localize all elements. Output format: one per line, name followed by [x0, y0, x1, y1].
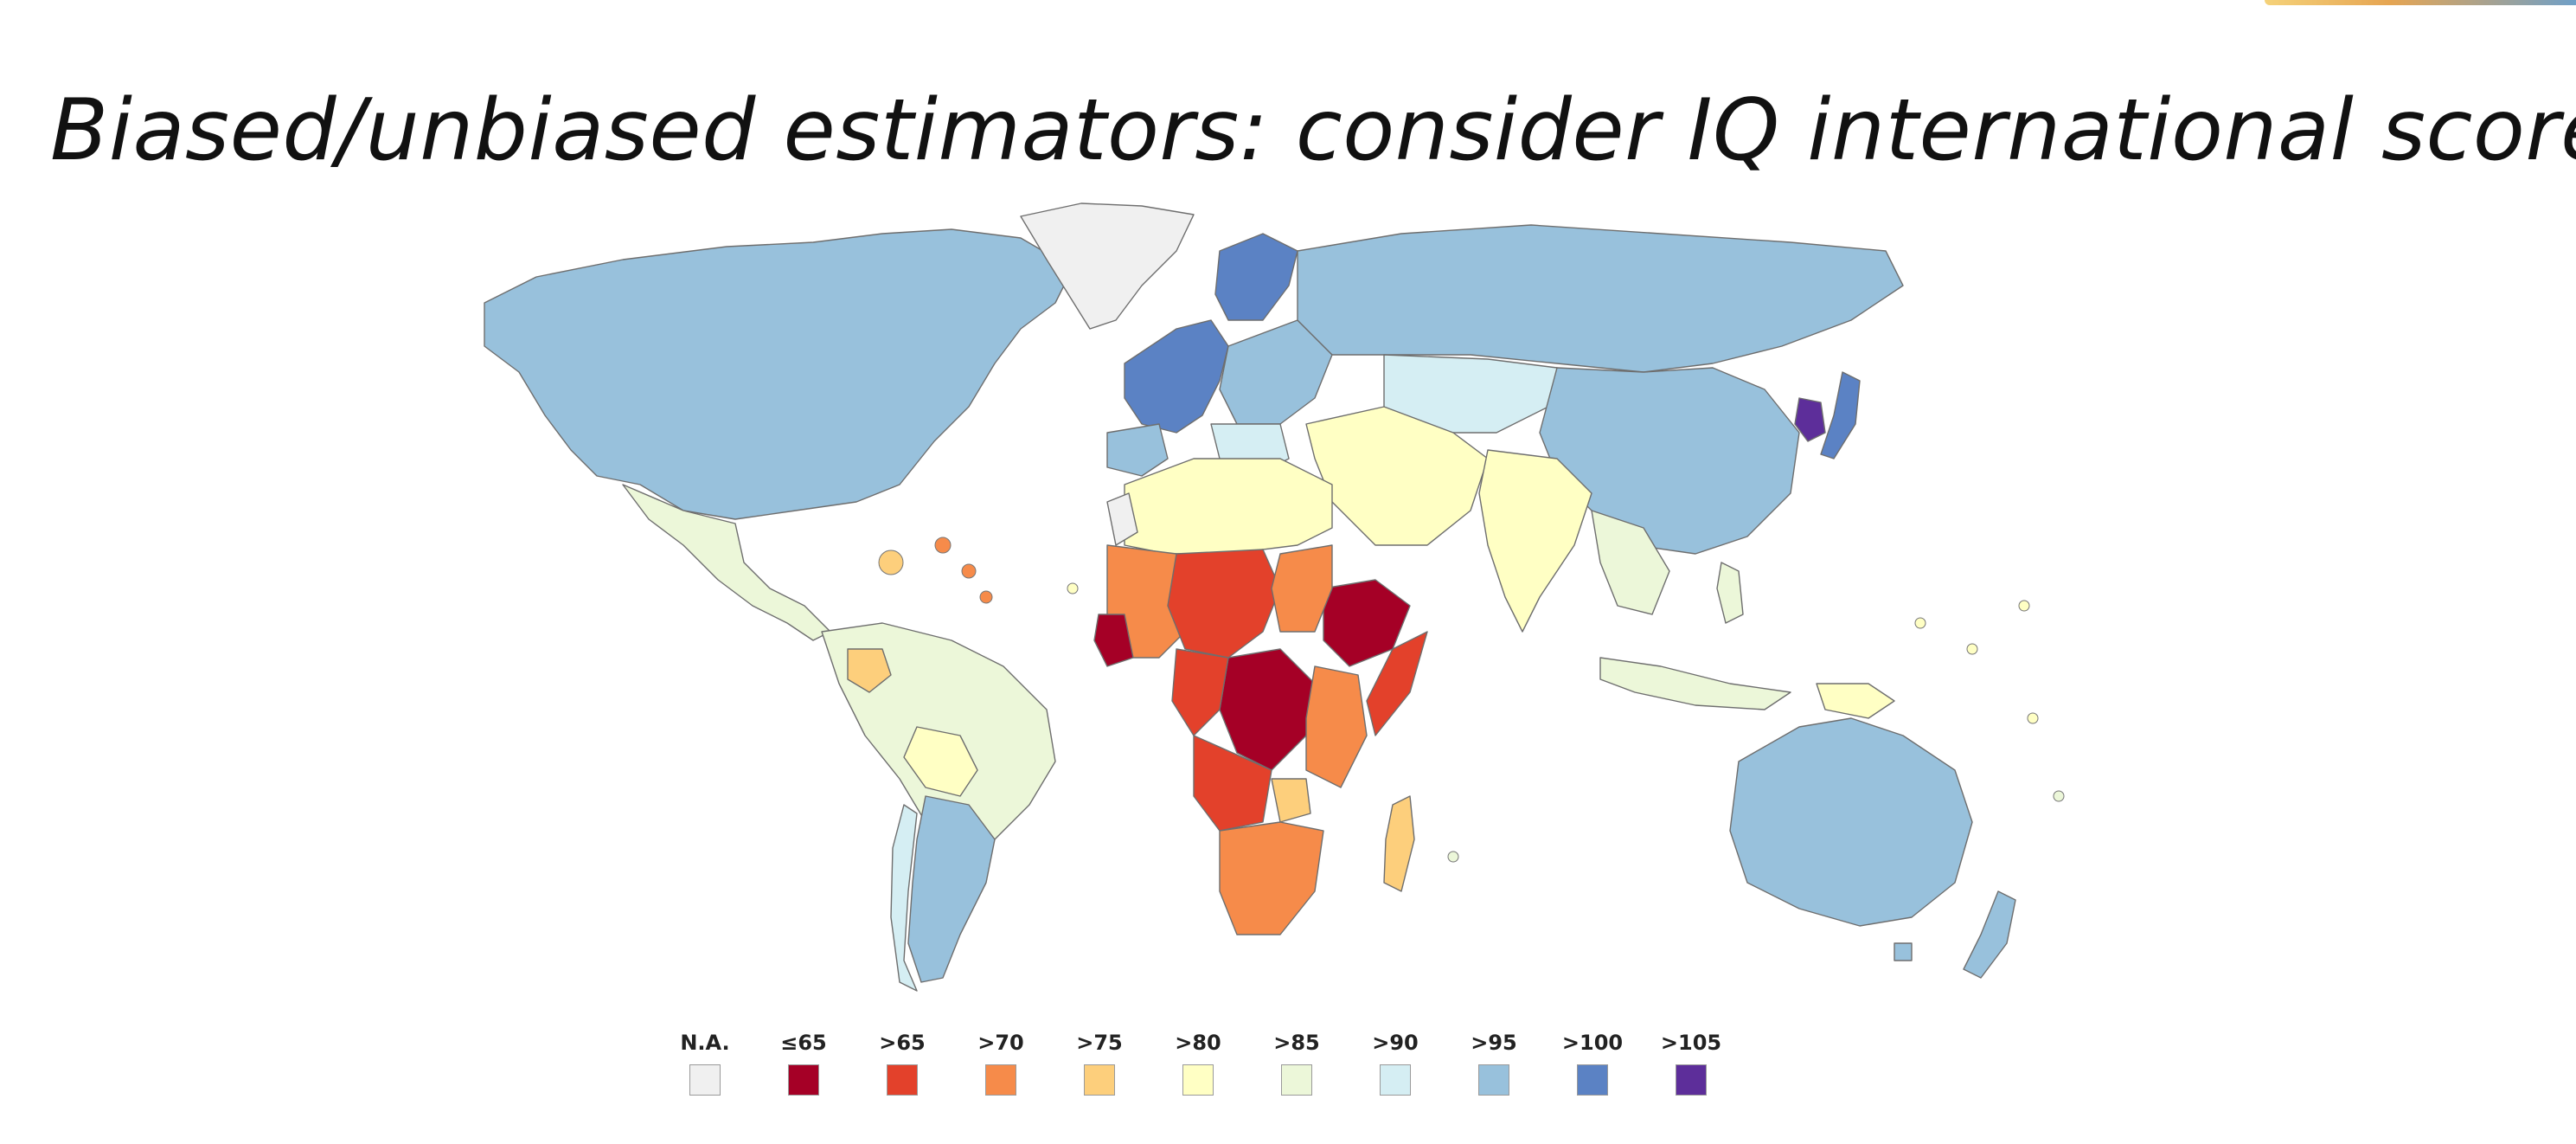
- region-chile: [890, 804, 918, 992]
- region-russia: [1297, 224, 1904, 373]
- region-pacific-island-4: [2027, 712, 2039, 724]
- region-new-zealand: [1963, 890, 2016, 979]
- region-western-europe: [1124, 319, 1229, 434]
- region-drc: [1219, 648, 1316, 771]
- legend-swatch: [1084, 1064, 1115, 1096]
- legend-label: >85: [1273, 1031, 1320, 1055]
- legend-label: ≤65: [780, 1031, 827, 1055]
- region-caribbean-2: [934, 537, 952, 554]
- legend-item-gt100: >100: [1554, 1028, 1631, 1096]
- legend-item-gt90: >90: [1356, 1028, 1434, 1096]
- legend-label: >95: [1471, 1031, 1517, 1055]
- legend-label: N.A.: [680, 1031, 730, 1055]
- corner-accent-bar: [2265, 0, 2576, 5]
- legend-swatch: [1281, 1064, 1312, 1096]
- legend-label: >70: [977, 1031, 1024, 1055]
- region-scandinavia: [1214, 233, 1298, 321]
- region-pacific-island-2: [1966, 643, 1978, 655]
- legend-item-gt95: >95: [1455, 1028, 1533, 1096]
- legend-label: >75: [1076, 1031, 1123, 1055]
- legend-swatch: [1577, 1064, 1608, 1096]
- slide-title: Biased/unbiased estimators: consider IQ …: [50, 80, 2576, 180]
- region-southern-cone: [907, 795, 996, 983]
- legend-item-gt105: >105: [1652, 1028, 1730, 1096]
- region-caribbean-3: [961, 563, 977, 579]
- region-north-america: [484, 228, 1073, 520]
- legend-label: >100: [1561, 1031, 1624, 1055]
- legend-swatch: [887, 1064, 918, 1096]
- legend-item-gt65: >65: [863, 1028, 941, 1096]
- legend-label: >80: [1175, 1031, 1221, 1055]
- region-indian-ocean-island: [1447, 851, 1459, 863]
- region-southern-africa: [1219, 821, 1324, 935]
- legend-swatch: [1380, 1064, 1411, 1096]
- legend-item-na: N.A.: [666, 1028, 744, 1096]
- region-madagascar: [1383, 795, 1415, 892]
- legend-swatch: [689, 1064, 721, 1096]
- region-greenland: [1020, 202, 1195, 330]
- legend-label: >105: [1660, 1031, 1722, 1055]
- region-central-africa-west: [1171, 648, 1229, 736]
- region-philippines: [1716, 562, 1744, 624]
- region-indonesia: [1599, 657, 1791, 710]
- region-caribbean-4: [979, 590, 993, 604]
- region-somalia: [1366, 631, 1428, 736]
- region-korea: [1794, 397, 1826, 442]
- region-japan: [1820, 371, 1861, 460]
- world-map-svg: [484, 202, 2065, 992]
- region-tasmania: [1894, 942, 1913, 961]
- region-png: [1816, 683, 1895, 719]
- region-north-africa: [1124, 458, 1333, 555]
- legend-swatch: [1676, 1064, 1707, 1096]
- region-east-africa: [1305, 665, 1368, 788]
- region-iberia: [1106, 423, 1169, 477]
- region-sudan: [1271, 544, 1333, 633]
- region-zambia-angola: [1193, 735, 1272, 832]
- region-pacific-island-5: [2053, 790, 2065, 802]
- legend-swatch: [1182, 1064, 1214, 1096]
- region-pacific-island-1: [1914, 617, 1926, 629]
- region-atlantic-island: [1067, 582, 1079, 594]
- legend-label: >65: [879, 1031, 926, 1055]
- map-legend: N.A. ≤65 >65 >70 >75 >80 >85 >90 >95 >10…: [666, 1028, 1756, 1132]
- region-bolivia: [903, 726, 978, 797]
- legend-item-gt80: >80: [1159, 1028, 1237, 1096]
- region-sahel: [1167, 549, 1281, 659]
- world-map: [363, 199, 2180, 1012]
- legend-item-gt85: >85: [1258, 1028, 1336, 1096]
- legend-label: >90: [1372, 1031, 1419, 1055]
- legend-item-gt75: >75: [1061, 1028, 1138, 1096]
- region-india: [1478, 449, 1592, 633]
- region-australia: [1729, 717, 1973, 927]
- legend-swatch: [788, 1064, 819, 1096]
- region-mexico-central-america: [622, 484, 831, 641]
- region-western-sahara: [1106, 492, 1138, 546]
- region-zimbabwe: [1271, 778, 1311, 823]
- region-west-africa-coast: [1093, 614, 1134, 667]
- legend-swatch: [1478, 1064, 1509, 1096]
- region-southeast-asia: [1591, 510, 1670, 615]
- region-caribbean-1: [878, 550, 904, 575]
- legend-item-gt70: >70: [962, 1028, 1040, 1096]
- legend-item-le65: ≤65: [765, 1028, 843, 1096]
- legend-swatch: [985, 1064, 1016, 1096]
- region-colombia: [847, 648, 892, 693]
- region-pacific-island-3: [2018, 600, 2030, 612]
